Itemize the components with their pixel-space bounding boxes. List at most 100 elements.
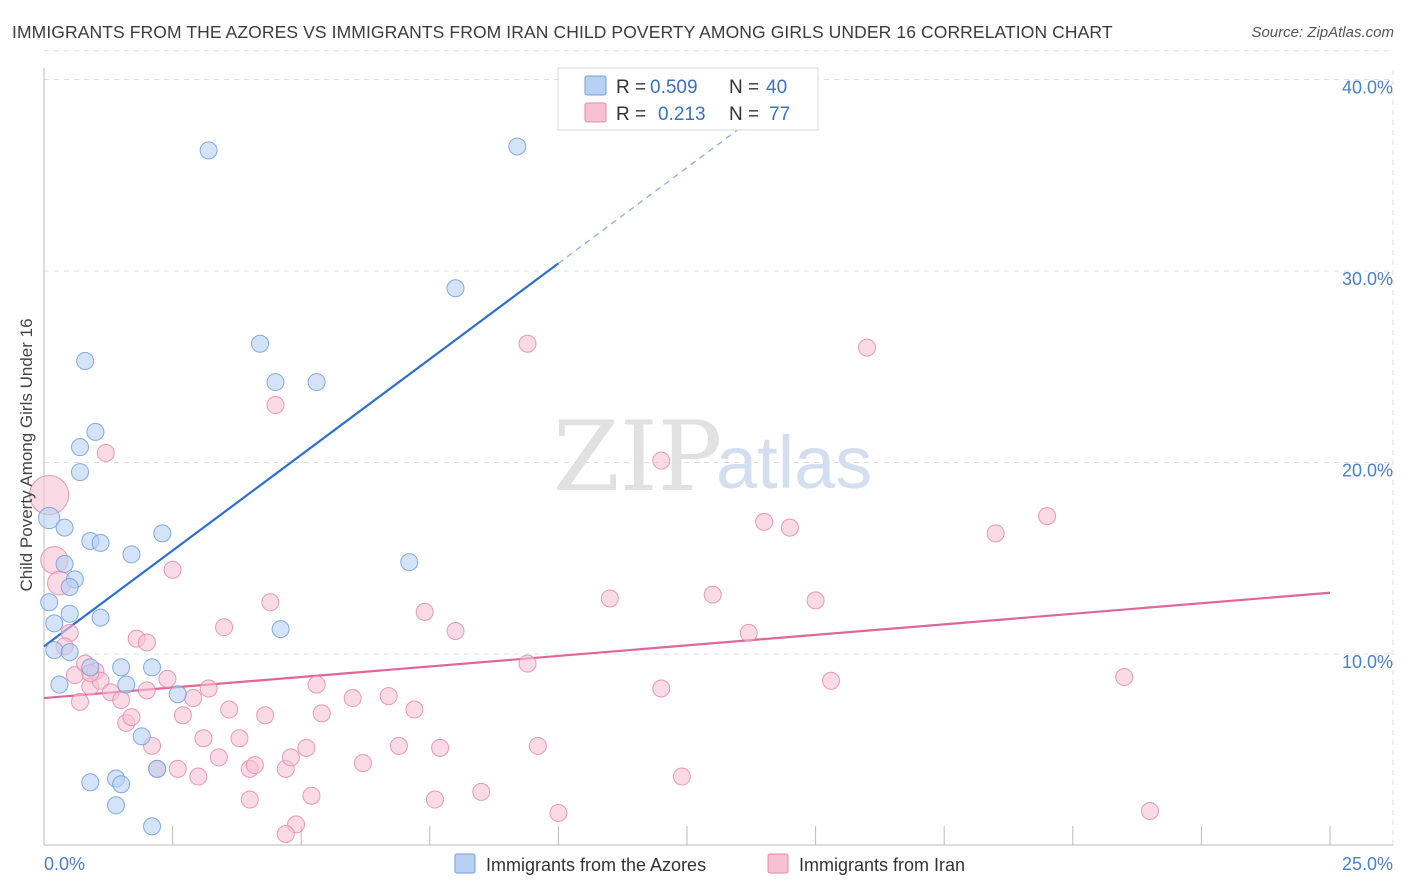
azores-point xyxy=(50,675,69,694)
iran-point xyxy=(173,706,192,725)
iran-point xyxy=(755,512,774,531)
azores-point xyxy=(38,506,61,530)
azores-point xyxy=(86,422,105,441)
iran-point xyxy=(230,729,249,748)
azores-point xyxy=(112,658,131,677)
y-tick-label-0: 10.0% xyxy=(1342,652,1393,672)
azores-point xyxy=(71,438,90,457)
data-points xyxy=(29,137,1159,844)
legend-r-value-iran: 0.213 xyxy=(658,104,706,125)
iran-point xyxy=(415,602,434,621)
iran-point xyxy=(780,518,799,537)
iran-point xyxy=(405,700,424,719)
azores-point xyxy=(266,373,285,392)
azores-point xyxy=(81,773,100,792)
legend-swatch-iran xyxy=(584,102,607,123)
iran-point xyxy=(240,790,259,809)
iran-point xyxy=(343,689,362,708)
azores-point xyxy=(60,577,79,596)
iran-point xyxy=(425,790,444,809)
azores-point xyxy=(143,658,162,677)
iran-point xyxy=(256,706,275,725)
azores-point xyxy=(71,463,90,482)
azores-point xyxy=(55,554,74,573)
iran-point xyxy=(122,708,141,727)
y-tick-label-3: 40.0% xyxy=(1342,78,1393,98)
azores-point xyxy=(446,279,465,298)
legend-bottom-label-azores: Immigrants from the Azores xyxy=(486,855,706,875)
legend-r-label-azores: R = xyxy=(616,77,646,98)
azores-point xyxy=(55,518,74,537)
iran-point xyxy=(189,767,208,786)
trend-line-iran xyxy=(43,591,1331,700)
iran-point xyxy=(431,738,450,757)
legend-n-label-azores: N = xyxy=(729,77,759,98)
series-legend: Immigrants from the Azores Immigrants fr… xyxy=(454,853,965,875)
azores-point xyxy=(91,608,110,627)
iran-point xyxy=(158,669,177,688)
azores-point xyxy=(45,614,64,633)
source-credit: Source: ZipAtlas.com xyxy=(1251,24,1394,41)
iran-point xyxy=(652,451,671,470)
iran-point xyxy=(168,759,187,778)
iran-point xyxy=(672,767,691,786)
x-tick-label-min: 0.0% xyxy=(44,854,85,874)
legend-n-value-iran: 77 xyxy=(769,104,790,125)
x-tick-label-max: 25.0% xyxy=(1342,854,1393,874)
trend-lines xyxy=(43,109,1331,700)
iran-point xyxy=(307,675,326,694)
azores-point xyxy=(60,604,79,623)
chart-title: IMMIGRANTS FROM THE AZORES VS IMMIGRANTS… xyxy=(12,22,1113,42)
legend-bottom-swatch-azores xyxy=(454,853,476,874)
iran-point xyxy=(1115,667,1134,686)
azores-point xyxy=(107,796,126,815)
iran-point xyxy=(302,786,321,805)
iran-point xyxy=(209,748,228,767)
iran-point xyxy=(1038,507,1057,526)
watermark-zip: ZIP xyxy=(553,401,722,513)
azores-point xyxy=(112,775,131,794)
watermark: ZIP atlas xyxy=(553,401,872,513)
azores-point xyxy=(60,643,79,662)
iran-point xyxy=(549,803,568,822)
azores-point xyxy=(508,137,527,156)
iran-point xyxy=(518,654,537,673)
azores-point xyxy=(400,553,419,572)
iran-point xyxy=(184,689,203,708)
iran-point xyxy=(652,679,671,698)
iran-point xyxy=(739,623,758,642)
azores-point xyxy=(148,759,167,778)
legend-swatch-azores xyxy=(584,75,607,96)
legend-r-value-azores: 0.509 xyxy=(650,77,698,98)
iran-point xyxy=(389,736,408,755)
iran-point xyxy=(379,687,398,706)
y-tick-label-2: 30.0% xyxy=(1342,269,1393,289)
iran-point xyxy=(276,825,295,844)
y-tick-labels: 10.0% 20.0% 30.0% 40.0% xyxy=(1342,78,1393,673)
azores-point xyxy=(81,658,100,677)
iran-point xyxy=(446,622,465,641)
iran-point xyxy=(353,754,372,773)
iran-point xyxy=(806,591,825,610)
iran-point xyxy=(281,748,300,767)
y-tick-label-1: 20.0% xyxy=(1342,461,1393,481)
legend-bottom-swatch-iran xyxy=(767,853,789,874)
iran-point xyxy=(112,690,131,709)
azores-point xyxy=(132,727,151,746)
iran-point xyxy=(137,633,156,652)
iran-point xyxy=(600,589,619,608)
azores-point xyxy=(199,141,218,160)
iran-point xyxy=(199,679,218,698)
iran-point xyxy=(297,738,316,757)
iran-point xyxy=(703,585,722,604)
azores-point xyxy=(271,620,290,639)
azores-point xyxy=(45,641,64,660)
iran-point xyxy=(312,704,331,723)
iran-point xyxy=(245,756,264,775)
azores-point xyxy=(76,352,95,371)
legend-n-value-azores: 40 xyxy=(766,77,787,98)
trend-line-azores xyxy=(43,262,560,648)
iran-point xyxy=(266,396,285,415)
iran-point xyxy=(518,334,537,353)
